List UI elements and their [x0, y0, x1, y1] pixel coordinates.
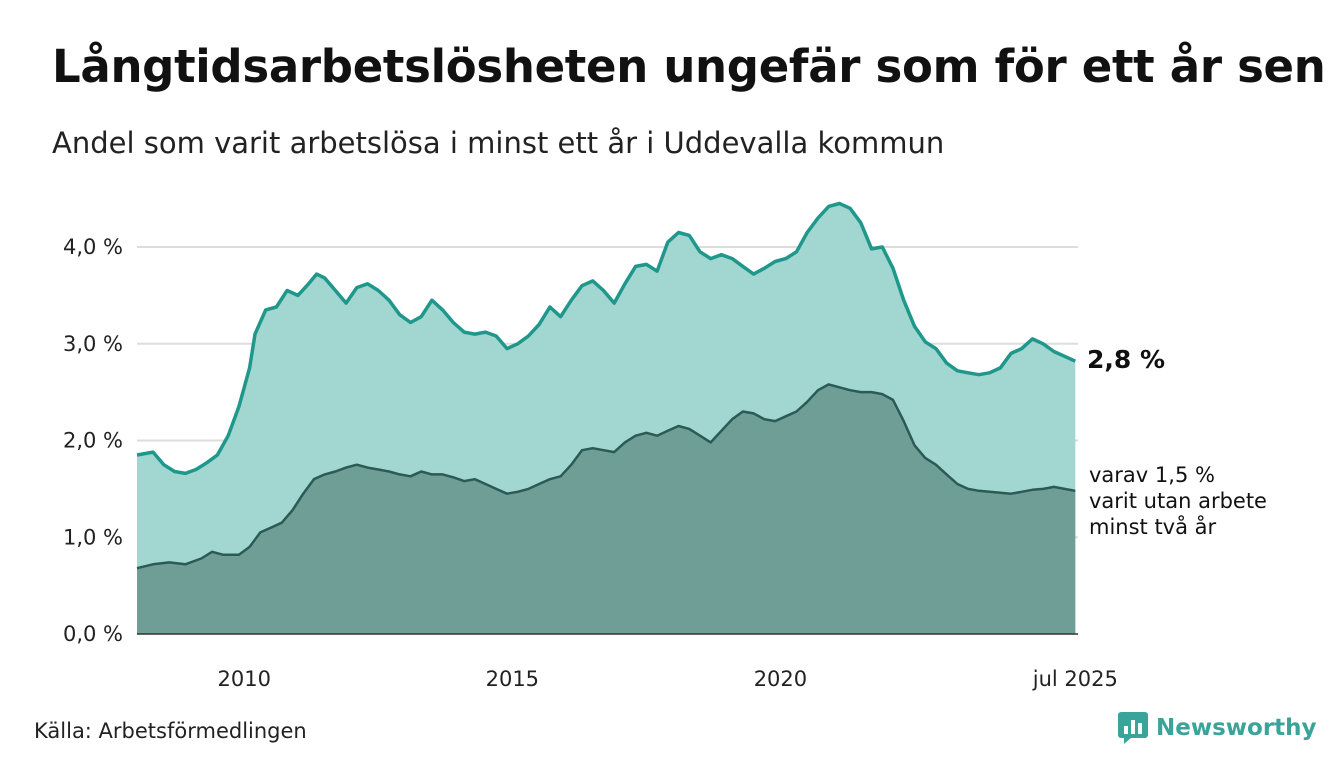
- chart-title: Långtidsarbetslösheten ungefär som för e…: [52, 40, 1326, 93]
- y-tick-label: 2,0 %: [63, 429, 123, 453]
- source-note: Källa: Arbetsförmedlingen: [34, 719, 307, 743]
- x-tick-label: 2015: [486, 667, 539, 691]
- y-tick-label: 4,0 %: [63, 235, 123, 259]
- brand-logo: Newsworthy: [1118, 712, 1317, 744]
- y-tick-label: 1,0 %: [63, 525, 123, 549]
- x-tick-label: 2020: [754, 667, 807, 691]
- x-tick-label: 2010: [218, 667, 271, 691]
- total-end-label: 2,8 %: [1087, 345, 1165, 374]
- long-term-end-label-line: varav 1,5 %: [1089, 463, 1215, 487]
- brand-name: Newsworthy: [1156, 715, 1317, 741]
- total-series-line: [136, 201, 1077, 476]
- long-term-end-label-line: minst två år: [1089, 514, 1217, 539]
- newsworthy-chart-bubble-icon: [1118, 712, 1148, 744]
- long-term-series-line: [136, 383, 1076, 570]
- y-axis-ticks: 0,0 % 1,0 % 2,0 % 3,0 % 4,0 %: [63, 235, 123, 646]
- long-term-end-label: varav 1,5 % varit utan arbete minst två år: [1089, 463, 1267, 539]
- long-term-series-area: [137, 384, 1076, 634]
- y-tick-label: 3,0 %: [63, 332, 123, 356]
- long-term-end-label-line: varit utan arbete: [1089, 489, 1267, 513]
- y-tick-label: 0,0 %: [63, 622, 123, 646]
- x-axis-ticks: 2010 2015 2020 jul 2025: [218, 667, 1118, 691]
- x-tick-label: jul 2025: [1032, 667, 1118, 691]
- chart-subtitle: Andel som varit arbetslösa i minst ett å…: [52, 126, 945, 160]
